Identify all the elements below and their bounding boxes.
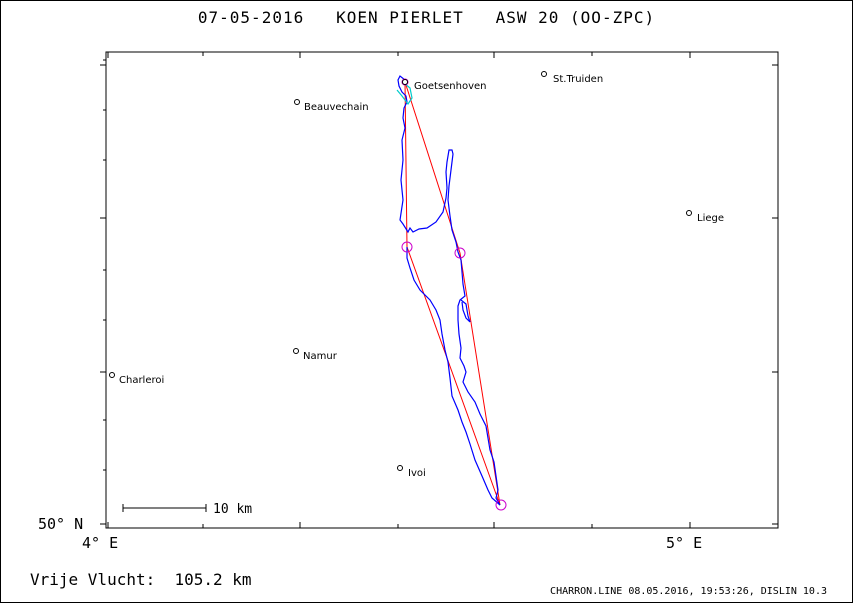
city-marker-ivoi xyxy=(397,465,403,471)
scale-bar xyxy=(122,504,207,512)
flight-track xyxy=(397,75,501,506)
turnpoint-1 xyxy=(401,241,413,253)
task-lines xyxy=(404,81,501,506)
city-marker-goetsenhoven xyxy=(402,79,408,85)
city-label-goetsenhoven: Goetsenhoven xyxy=(414,81,487,92)
lon-right-label: 5° E xyxy=(666,534,703,552)
city-label-beauvechain: Beauvechain xyxy=(304,102,369,113)
lat-label: 50° N xyxy=(38,515,84,533)
lon-left-label: 4° E xyxy=(82,534,119,552)
city-label-namur: Namur xyxy=(303,351,338,362)
city-label-liege: Liege xyxy=(697,213,724,224)
city-marker-beauvechain xyxy=(294,99,300,105)
city-label-st-truiden: St.Truiden xyxy=(553,74,603,85)
map-border xyxy=(105,51,779,529)
footer-info: CHARRON.LINE 08.05.2016, 19:53:26, DISLI… xyxy=(550,586,827,597)
city-marker-liege xyxy=(686,210,692,216)
axis-ticks xyxy=(100,52,778,528)
city-markers xyxy=(109,71,692,471)
start-track xyxy=(396,83,413,106)
scale-bar-label: 10 km xyxy=(213,502,252,517)
city-label-ivoi: Ivoi xyxy=(408,468,426,479)
turnpoint-2 xyxy=(454,247,466,259)
city-marker-namur xyxy=(293,348,299,354)
distance-text: Vrije Vlucht: 105.2 km xyxy=(30,570,252,589)
map-title: 07-05-2016 KOEN PIERLET ASW 20 (OO-ZPC) xyxy=(197,8,656,27)
turnpoint-finish xyxy=(495,499,507,511)
city-marker-st-truiden xyxy=(541,71,547,77)
city-marker-charleroi xyxy=(109,372,115,378)
city-label-charleroi: Charleroi xyxy=(119,375,164,386)
